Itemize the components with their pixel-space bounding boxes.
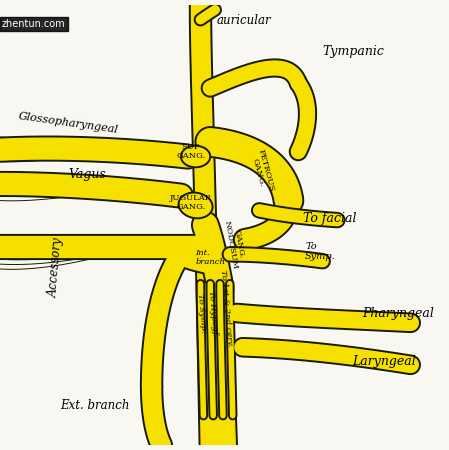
- Text: auricular: auricular: [217, 14, 272, 27]
- Text: Accessory: Accessory: [47, 237, 65, 297]
- Text: Vagus: Vagus: [68, 168, 106, 180]
- Text: Glossopharyngeal: Glossopharyngeal: [18, 111, 119, 135]
- Text: JUGULAR
GANG.: JUGULAR GANG.: [170, 194, 211, 211]
- Text: Tympanic: Tympanic: [323, 45, 385, 58]
- Text: To
Symp.: To Symp.: [305, 242, 336, 261]
- Text: zhentun.com: zhentun.com: [2, 18, 66, 29]
- Text: SUP
GANG.: SUP GANG.: [176, 144, 205, 160]
- Text: GANG.
NODOSUM: GANG. NODOSUM: [222, 219, 247, 270]
- Text: To Symp.: To Symp.: [196, 293, 207, 333]
- Text: To 1st & 2nd cerv.: To 1st & 2nd cerv.: [219, 269, 234, 347]
- Ellipse shape: [179, 193, 212, 218]
- Text: PETROUS
GANG.: PETROUS GANG.: [248, 148, 276, 194]
- Text: Pharyngeal: Pharyngeal: [362, 307, 434, 320]
- Text: Ext. branch: Ext. branch: [61, 400, 130, 412]
- Text: Int.
branch: Int. branch: [196, 249, 225, 266]
- Text: Laryngeal: Laryngeal: [352, 356, 416, 369]
- Ellipse shape: [181, 146, 210, 167]
- Text: To Hypogf.: To Hypogf.: [207, 290, 219, 336]
- Text: To facial: To facial: [303, 212, 357, 225]
